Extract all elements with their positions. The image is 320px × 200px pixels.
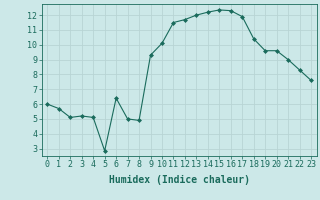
X-axis label: Humidex (Indice chaleur): Humidex (Indice chaleur): [109, 175, 250, 185]
